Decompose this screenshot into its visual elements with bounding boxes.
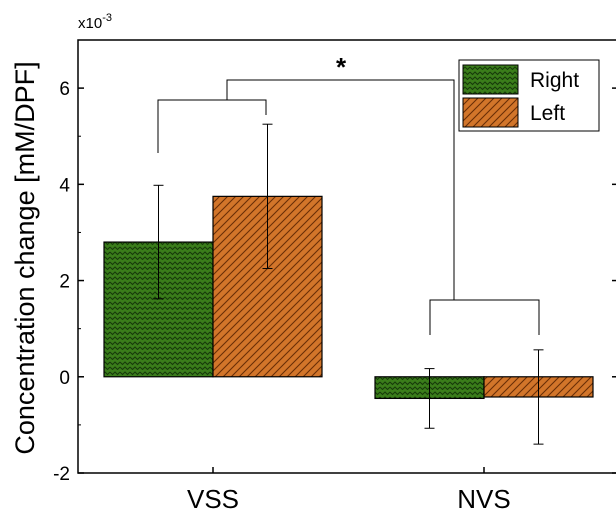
legend-swatch-right xyxy=(462,64,519,95)
y-tick-label: 2 xyxy=(59,272,70,293)
x-category-label: VSS xyxy=(187,484,239,514)
bars-group xyxy=(103,123,594,445)
y-tick-label: -2 xyxy=(53,464,70,485)
category-labels: VSS NVS xyxy=(187,467,511,514)
legend-label-left: Left xyxy=(530,102,565,125)
y-axis-ticks: -2 0 2 4 6 xyxy=(53,79,616,485)
legend-label-right: Right xyxy=(530,69,579,92)
significance-star: * xyxy=(336,52,347,82)
plot-frame xyxy=(77,39,616,474)
axis-multiplier: x10-3 xyxy=(78,12,112,32)
y-tick-label: 0 xyxy=(59,368,70,389)
y-axis-title: Concentration change [mM/DPF] xyxy=(10,61,40,454)
y-tick-label: 6 xyxy=(59,79,70,100)
significance-brackets xyxy=(157,79,540,335)
x-category-label: NVS xyxy=(457,484,510,514)
legend: Right Left xyxy=(458,59,600,132)
y-tick-label: 4 xyxy=(59,175,70,196)
legend-swatch-left xyxy=(462,97,519,128)
